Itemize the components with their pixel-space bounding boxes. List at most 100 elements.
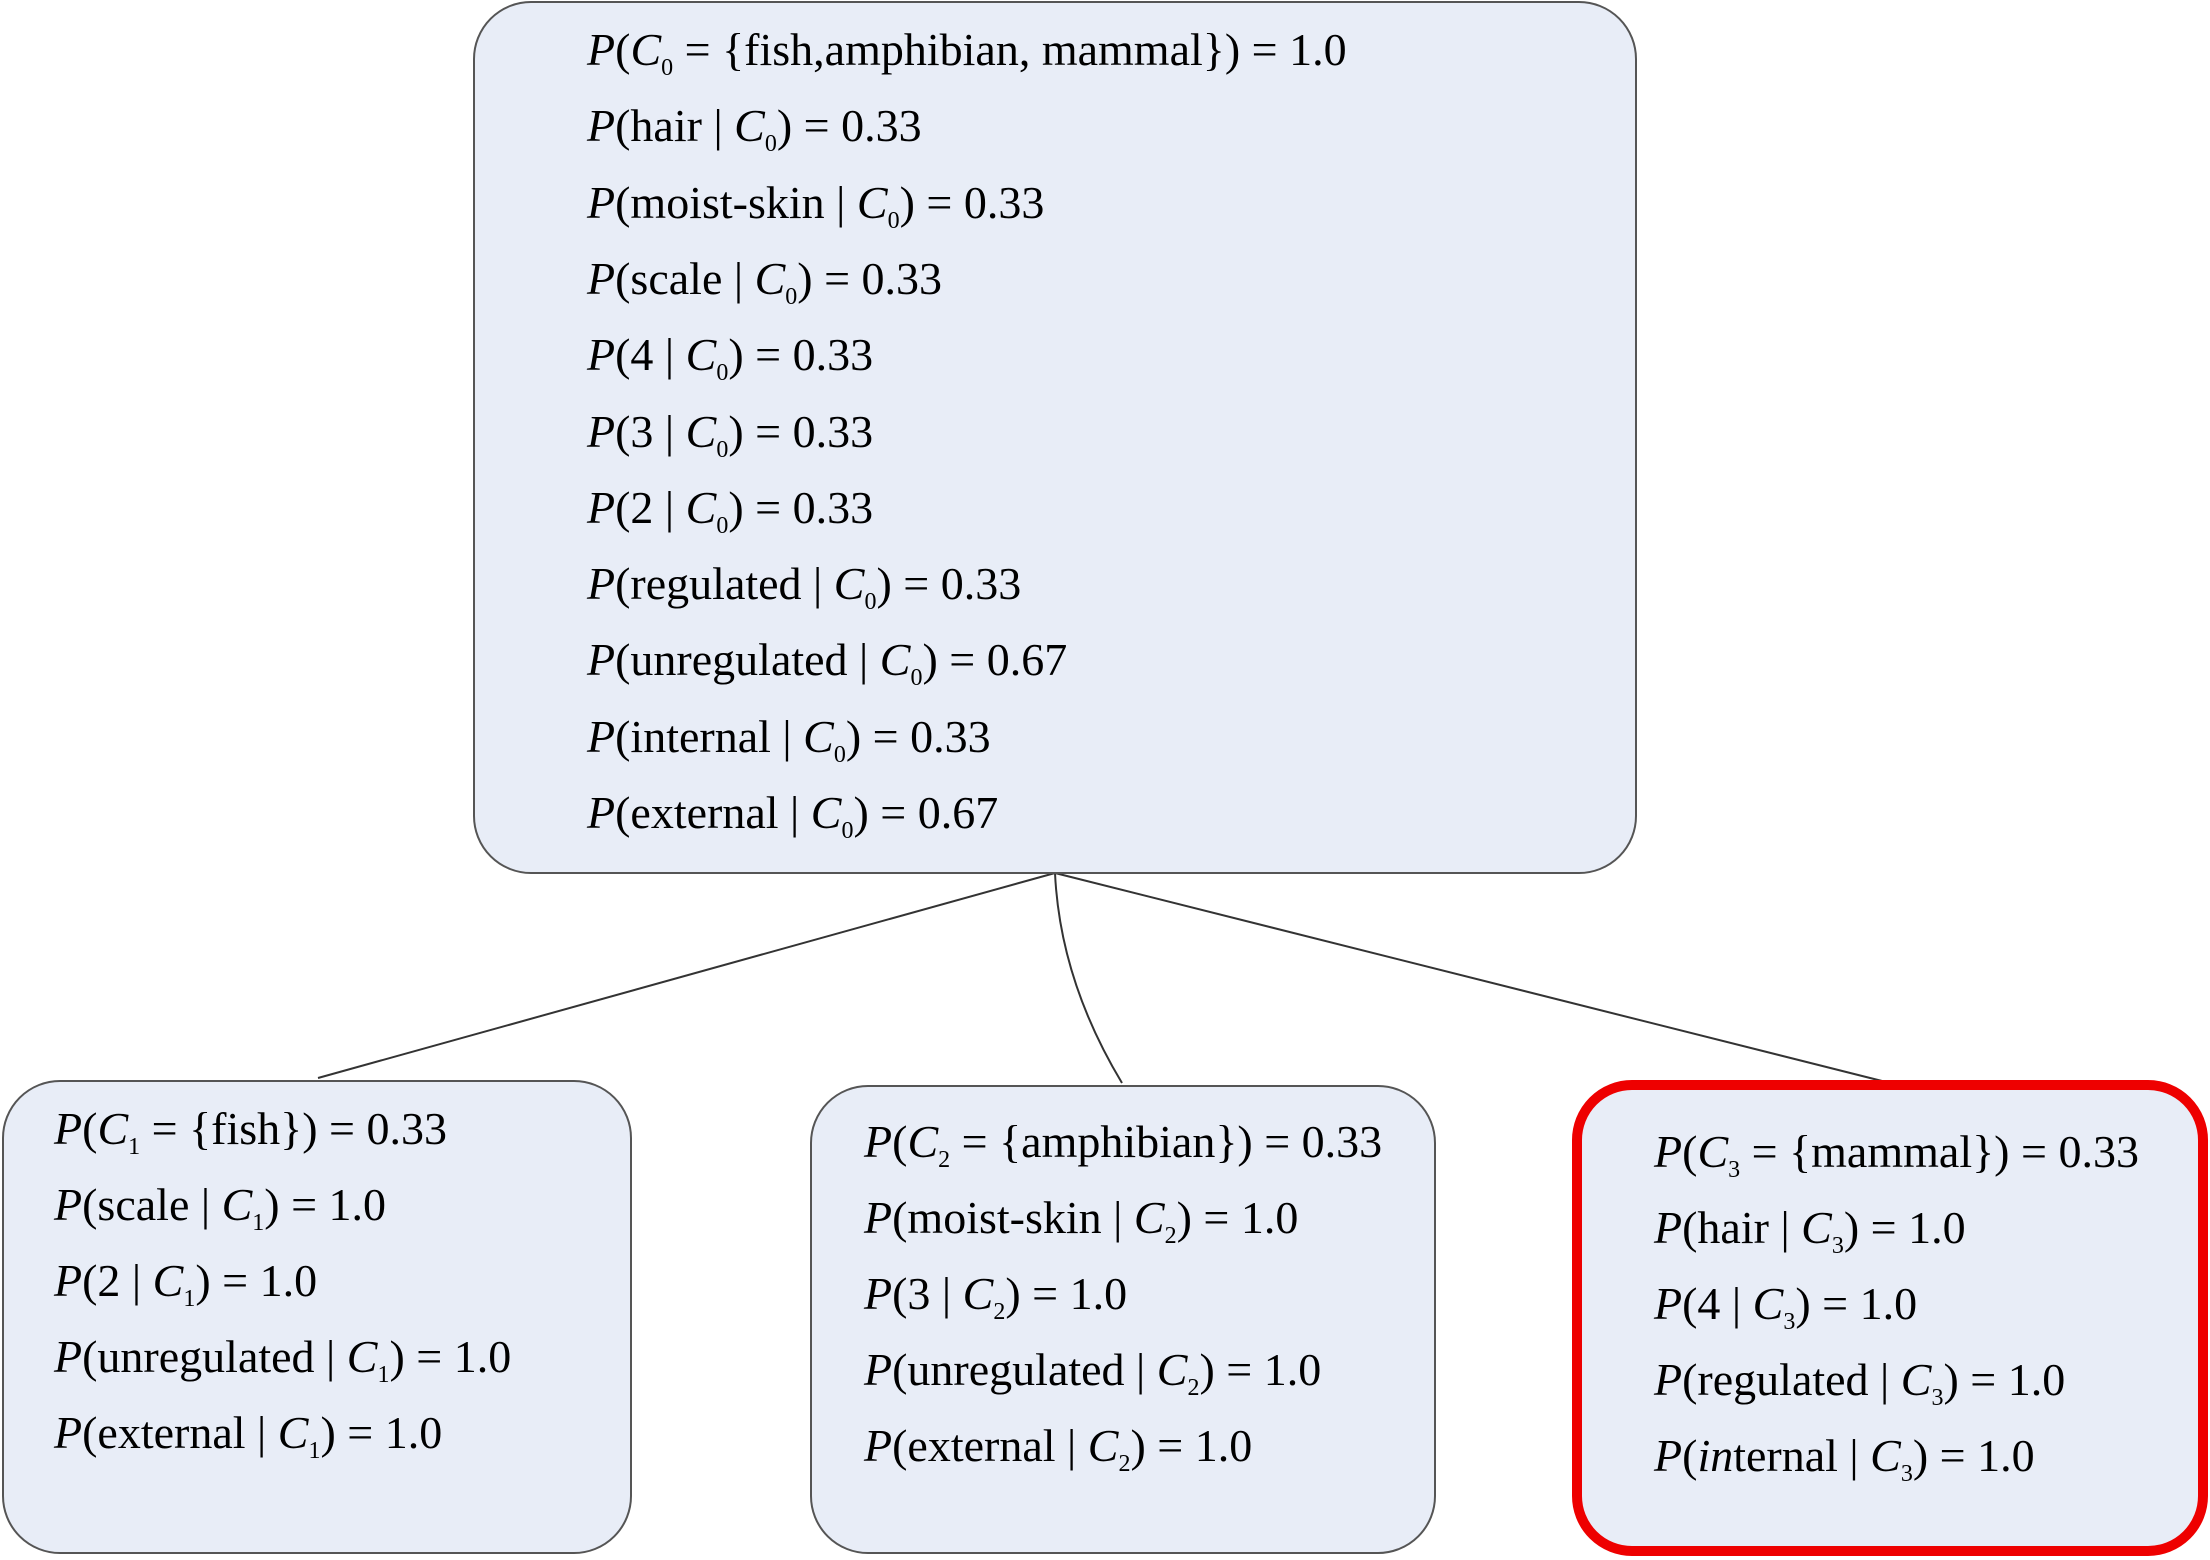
italic-symbol: C bbox=[810, 787, 842, 838]
subscript: 2 bbox=[1187, 1375, 1200, 1401]
italic-symbol: P bbox=[54, 1255, 83, 1306]
node-c0: P(C0 = {fish,amphibian, mammal}) = 1.0 P(… bbox=[473, 1, 1637, 874]
text-segment: ) = 1.0 bbox=[1912, 1430, 2035, 1481]
italic-symbol: C bbox=[1752, 1278, 1784, 1329]
subscript: 3 bbox=[1931, 1385, 1944, 1411]
subscript: 0 bbox=[864, 589, 877, 616]
probability-line: P(internal | C0) = 0.33 bbox=[587, 710, 991, 767]
text-segment: (scale | bbox=[615, 252, 755, 304]
text-segment: (3 | bbox=[892, 1268, 963, 1319]
node-c3: P(C3 = {mammal}) = 0.33 P(hair | C3) = 1.… bbox=[1572, 1080, 2208, 1556]
text-segment: ) = 1.0 bbox=[1795, 1278, 1918, 1329]
italic-symbol: P bbox=[587, 329, 616, 381]
edge-c0-c3 bbox=[1054, 872, 1891, 1084]
text-segment: ( bbox=[82, 1103, 98, 1154]
probability-line: P(external | C0) = 0.67 bbox=[587, 787, 998, 844]
text-segment: ) = 1.0 bbox=[389, 1331, 512, 1382]
italic-symbol: P bbox=[864, 1420, 893, 1471]
text-segment: = {mammal}) = 0.33 bbox=[1740, 1126, 2139, 1177]
italic-symbol: C bbox=[754, 252, 786, 304]
probability-line: P(C1 = {fish}) = 0.33 bbox=[54, 1103, 447, 1160]
text-segment: (external | bbox=[615, 787, 811, 838]
text-segment: (internal | bbox=[615, 710, 804, 762]
italic-symbol: P bbox=[54, 1331, 83, 1382]
text-segment: ) = 1.0 bbox=[1176, 1192, 1299, 1243]
italic-symbol: C bbox=[685, 329, 717, 381]
subscript: 2 bbox=[993, 1299, 1006, 1325]
probability-line: P(hair | C3) = 1.0 bbox=[1654, 1202, 1966, 1259]
italic-symbol: P bbox=[587, 405, 616, 457]
subscript: 0 bbox=[833, 741, 846, 768]
edge-c0-c1 bbox=[317, 872, 1056, 1079]
text-segment: (moist-skin | bbox=[615, 176, 857, 228]
text-segment: ) = 1.0 bbox=[1199, 1344, 1322, 1395]
probability-line: P(external | C1) = 1.0 bbox=[54, 1407, 442, 1464]
probability-line: P(unregulated | C2) = 1.0 bbox=[864, 1344, 1322, 1401]
text-segment: ) = 0.67 bbox=[922, 634, 1068, 686]
italic-symbol: C bbox=[1870, 1430, 1901, 1481]
probability-line: P(hair | C0) = 0.33 bbox=[587, 100, 922, 157]
text-segment: (4 | bbox=[615, 329, 686, 381]
subscript: 2 bbox=[1164, 1223, 1177, 1249]
probability-line: P(C2 = {amphibian}) = 0.33 bbox=[864, 1116, 1383, 1173]
italic-symbol: C bbox=[962, 1268, 994, 1319]
subscript: 3 bbox=[1831, 1233, 1844, 1259]
italic-symbol: P bbox=[587, 176, 616, 228]
italic-symbol: P bbox=[54, 1103, 83, 1154]
italic-symbol: P bbox=[54, 1407, 83, 1458]
text-segment: ) = 0.33 bbox=[797, 252, 943, 304]
italic-symbol: C bbox=[685, 405, 717, 457]
italic-symbol: C bbox=[803, 710, 834, 762]
text-segment: (moist-skin | bbox=[892, 1192, 1134, 1243]
text-segment: (unregulated | bbox=[82, 1331, 347, 1382]
subscript: 2 bbox=[938, 1147, 951, 1173]
italic-symbol: P bbox=[1654, 1354, 1683, 1405]
italic-symbol: P bbox=[864, 1344, 893, 1395]
italic-symbol: P bbox=[587, 252, 616, 304]
text-segment: ) = 1.0 bbox=[1130, 1420, 1253, 1471]
text-segment: (unregulated | bbox=[892, 1344, 1157, 1395]
italic-symbol: C bbox=[907, 1116, 939, 1167]
italic-symbol: C bbox=[879, 634, 911, 686]
text-segment: ) = 1.0 bbox=[264, 1179, 387, 1230]
probability-line: P(4 | C3) = 1.0 bbox=[1654, 1278, 1918, 1335]
subscript: 0 bbox=[716, 436, 729, 463]
italic-symbol: C bbox=[685, 481, 717, 533]
probability-line: P(C3 = {mammal}) = 0.33 bbox=[1654, 1126, 2139, 1183]
probability-line: P(moist-skin | C0) = 0.33 bbox=[587, 176, 1044, 233]
text-segment: ) = 0.33 bbox=[728, 481, 874, 533]
text-segment: (3 | bbox=[615, 405, 686, 457]
italic-symbol: P bbox=[54, 1179, 83, 1230]
text-segment: ) = 1.0 bbox=[1943, 1354, 2066, 1405]
text-segment: (2 | bbox=[82, 1255, 153, 1306]
subscript: 3 bbox=[1900, 1461, 1913, 1487]
text-segment: (external | bbox=[892, 1420, 1088, 1471]
probability-line: P(2 | C1) = 1.0 bbox=[54, 1255, 317, 1312]
text-segment: = {amphibian}) = 0.33 bbox=[950, 1116, 1383, 1167]
italic-symbol: C bbox=[277, 1407, 309, 1458]
italic-symbol: P bbox=[1654, 1278, 1683, 1329]
text-segment: (hair | bbox=[1682, 1202, 1802, 1253]
italic-symbol: P bbox=[864, 1268, 893, 1319]
probability-line: P(scale | C0) = 0.33 bbox=[587, 252, 943, 309]
text-segment: = {fish}) = 0.33 bbox=[140, 1103, 447, 1154]
italic-symbol: C bbox=[152, 1255, 184, 1306]
probability-line: P(scale | C1) = 1.0 bbox=[54, 1179, 387, 1236]
italic-symbol: P bbox=[864, 1192, 893, 1243]
subscript: 3 bbox=[1783, 1309, 1796, 1335]
italic-symbol: P bbox=[864, 1116, 893, 1167]
text-segment: ( bbox=[1682, 1430, 1698, 1481]
edge-c0-c2 bbox=[1054, 872, 1123, 1084]
italic-symbol: C bbox=[1697, 1126, 1729, 1177]
probability-line: P(3 | C2) = 1.0 bbox=[864, 1268, 1127, 1325]
probability-line: P(regulated | C0) = 0.33 bbox=[587, 558, 1021, 615]
italic-symbol: P bbox=[587, 100, 616, 152]
text-segment: (regulated | bbox=[615, 558, 834, 610]
probability-line: P(C0 = {fish,amphibian, mammal}) = 1.0 bbox=[587, 27, 1347, 81]
text-segment: (hair | bbox=[615, 100, 735, 152]
text-segment: ) = 1.0 bbox=[1843, 1202, 1966, 1253]
subscript: 1 bbox=[377, 1362, 390, 1388]
italic-symbol: C bbox=[856, 176, 888, 228]
text-segment: ternal | bbox=[1733, 1430, 1871, 1481]
